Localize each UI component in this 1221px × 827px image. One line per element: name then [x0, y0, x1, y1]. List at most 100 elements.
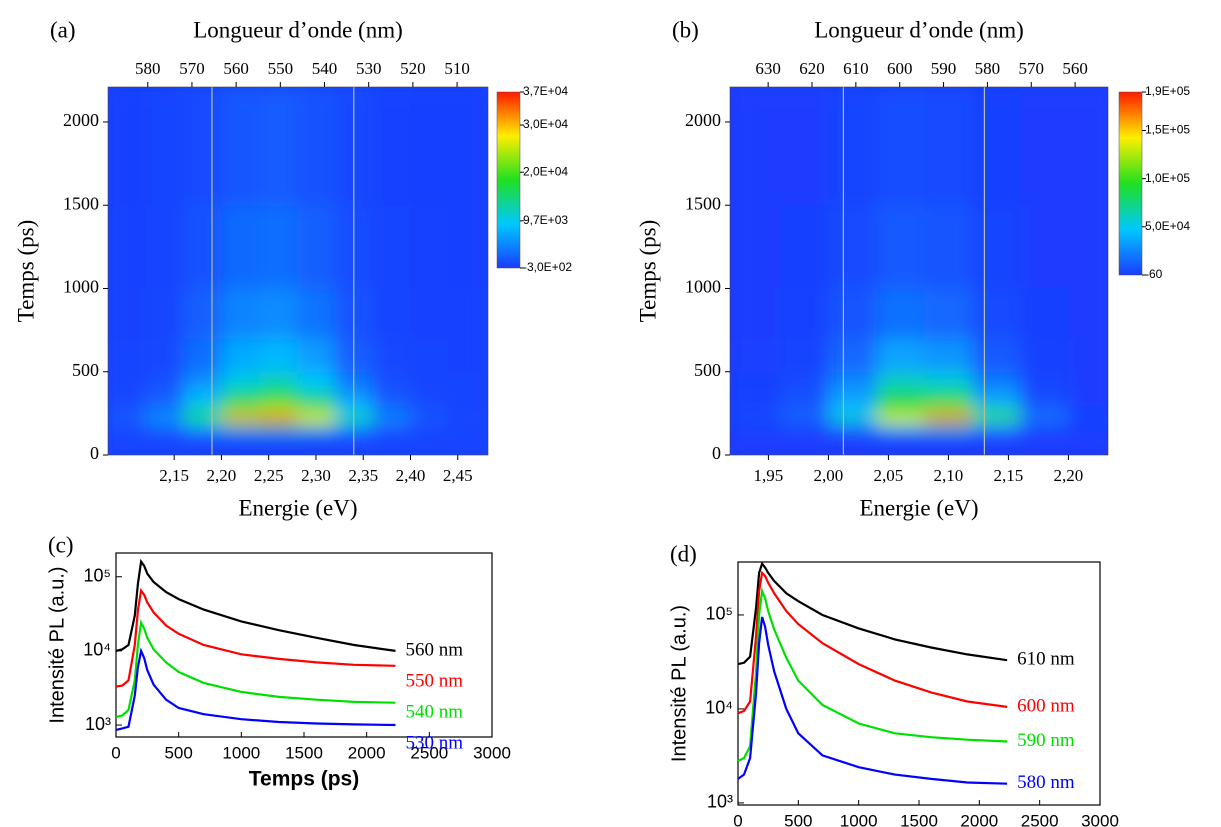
heatmap-cell: [183, 430, 222, 455]
plot-frame: [107, 86, 489, 456]
heatmap-cell: [1068, 288, 1108, 339]
series-line: [737, 561, 1008, 666]
y-tick-label: 1000: [685, 277, 721, 297]
heatmap-cell: [1020, 371, 1069, 389]
x-tick-label: 500: [164, 743, 192, 762]
heatmap-cell: [1020, 288, 1069, 339]
x-tick-label: 2,40: [396, 466, 426, 485]
x2-tick-label: 580: [135, 59, 161, 78]
y-axis-title: Intensité PL (a.u.): [46, 566, 68, 723]
x2-tick-label: 630: [755, 59, 781, 78]
x-tick-label: 2,45: [443, 466, 473, 485]
heatmap-cell: [828, 388, 877, 406]
heatmap-cell: [410, 405, 449, 414]
x-tick-label: 1000: [840, 811, 878, 827]
heatmap-cell: [924, 413, 973, 423]
heatmap-cell: [780, 405, 829, 414]
y-tick-label: 2000: [685, 110, 721, 130]
x2-tick-label: 620: [799, 59, 825, 78]
heatmap-cell: [732, 288, 781, 339]
heatmap-cell: [410, 421, 449, 431]
heatmap-cell: [410, 430, 449, 455]
heatmap-cell: [780, 413, 829, 423]
heatmap-cell: [183, 205, 222, 289]
x-tick-label: 2500: [1021, 811, 1059, 827]
heatmap-cell: [259, 87, 298, 206]
heatmap-cell: [972, 288, 1021, 339]
heatmap-cell: [924, 87, 973, 206]
colorbar: [1118, 91, 1143, 276]
heatmap-cell: [183, 87, 222, 206]
heatmap-cell: [221, 421, 260, 431]
heatmap-cell: [1020, 338, 1069, 373]
y-tick-label: 10⁴: [705, 698, 733, 718]
heatmap-cell: [448, 388, 487, 406]
heatmap-cell: [732, 405, 781, 414]
heatmap-cell: [876, 87, 925, 206]
heatmap: [108, 87, 487, 455]
heatmap-cell: [924, 405, 973, 414]
heatmap-cell: [297, 405, 336, 414]
heatmap-cell: [183, 338, 222, 373]
heatmap-cell: [259, 388, 298, 406]
heatmap-cell: [972, 421, 1021, 431]
heatmap-cell: [780, 288, 829, 339]
series-line: [737, 570, 1008, 715]
heatmap-cell: [780, 371, 829, 389]
heatmap-cell: [972, 430, 1021, 455]
colorbar-tick-label: 9,7E+03: [523, 213, 568, 227]
heatmap-cell: [297, 388, 336, 406]
heatmap-cell: [108, 388, 147, 406]
x2-tick-label: 580: [975, 59, 1001, 78]
colorbar-tick-label: 2,0E+04: [523, 164, 568, 178]
y-tick-label: 1500: [685, 193, 721, 213]
y-tick-label: 10³: [85, 714, 111, 734]
heatmap-cell: [448, 205, 487, 289]
heatmap-cell: [876, 205, 925, 289]
heatmap-cell: [259, 413, 298, 423]
x-tick-label: 2,05: [874, 466, 904, 485]
heatmap-cell: [372, 421, 411, 431]
heatmap-cell: [732, 388, 781, 406]
heatmap-cell: [145, 371, 185, 389]
x2-tick-label: 600: [887, 59, 913, 78]
x2-tick-label: 560: [223, 59, 249, 78]
series-line: [115, 587, 396, 688]
x-tick-label: 2,15: [994, 466, 1024, 485]
heatmap-cell: [876, 405, 925, 414]
heatmap-cell: [780, 338, 829, 373]
heatmap-cell: [876, 430, 925, 455]
heatmap-cell: [221, 205, 260, 289]
heatmap-cell: [828, 405, 877, 414]
heatmap-cell: [410, 288, 449, 339]
x2-tick-label: 560: [1062, 59, 1088, 78]
heatmap-cell: [297, 421, 336, 431]
x2-tick-label: 510: [444, 59, 470, 78]
heatmap-cell: [297, 288, 336, 339]
heatmap-cell: [145, 405, 185, 414]
x2-tick-label: 530: [356, 59, 382, 78]
heatmap-cell: [221, 388, 260, 406]
heatmap-cell: [145, 413, 185, 423]
colorbar-tick-label: -3,0E+02: [523, 260, 572, 274]
heatmap-cell: [924, 205, 973, 289]
x2-tick-label: 520: [400, 59, 426, 78]
heatmap-cell: [410, 205, 449, 289]
series-line: [737, 586, 1008, 762]
heatmap-cell: [1020, 421, 1069, 431]
y-axis-title: Temps (ps): [635, 220, 660, 323]
heatmap-cell: [372, 405, 411, 414]
heatmap-cell: [1020, 87, 1069, 206]
series-line: [737, 616, 1008, 785]
heatmap-cell: [448, 338, 487, 373]
heatmap-cell: [1068, 388, 1108, 406]
plot-frame: [729, 86, 1109, 456]
x-tick-label: 2,20: [207, 466, 237, 485]
heatmap-cell: [1068, 338, 1108, 373]
heatmap: [732, 87, 1108, 455]
heatmap-cell: [924, 430, 973, 455]
x-tick-label: 3000: [1081, 811, 1119, 827]
x-tick-label: 2,10: [934, 466, 964, 485]
x-tick-label: 1500: [285, 743, 323, 762]
heatmap-cell: [372, 87, 411, 206]
